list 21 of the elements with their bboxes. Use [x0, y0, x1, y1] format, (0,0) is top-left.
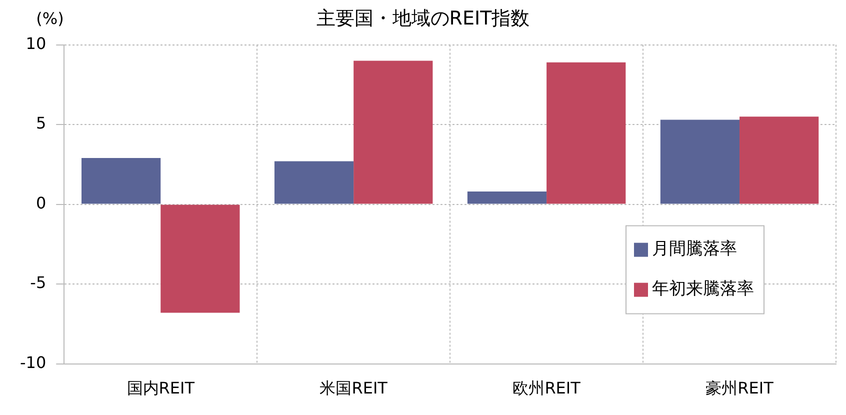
y-tick-label: -10: [20, 352, 46, 372]
y-tick-label: 10: [26, 34, 46, 53]
bar: [467, 192, 547, 204]
x-tick-label: 欧州REIT: [512, 378, 581, 398]
y-axis-title: (%): [36, 9, 64, 28]
legend-label: 年初来騰落率: [652, 279, 754, 300]
bar: [160, 204, 240, 313]
y-tick-label: 5: [36, 114, 46, 133]
x-tick-label: 米国REIT: [320, 378, 388, 398]
bar: [274, 161, 354, 204]
legend-label: 月間騰落率: [652, 239, 737, 260]
bar: [660, 120, 740, 204]
bar: [546, 62, 626, 204]
bar: [354, 60, 433, 204]
bar: [740, 116, 819, 204]
chart-title: 主要国・地域のREIT指数: [316, 7, 530, 30]
y-tick-label: -5: [30, 273, 46, 292]
x-tick-label: 豪州REIT: [706, 378, 774, 398]
x-tick-label: 国内REIT: [126, 378, 195, 398]
bar: [82, 158, 161, 204]
y-tick-label: 0: [36, 193, 46, 212]
